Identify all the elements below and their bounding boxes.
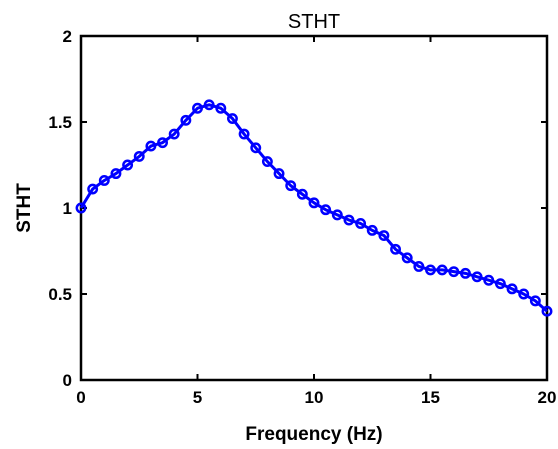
x-tick-label: 20 xyxy=(538,388,557,407)
y-tick-label: 1.5 xyxy=(48,113,72,132)
axes-ticks: 0 5 10 15 20 0 0.5 1 1.5 2 xyxy=(48,27,556,407)
data-point xyxy=(157,137,169,149)
data-point xyxy=(250,142,262,154)
x-axis-label: Frequency (Hz) xyxy=(245,424,382,445)
data-point xyxy=(110,168,122,180)
y-tick-label: 1 xyxy=(63,199,72,218)
data-point xyxy=(425,264,436,276)
x-tick-label: 10 xyxy=(305,388,324,407)
data-point xyxy=(378,230,390,241)
y-tick-label: 2 xyxy=(63,27,72,46)
data-point xyxy=(366,224,378,236)
data-point xyxy=(145,140,157,152)
data-point xyxy=(180,114,192,126)
data-point xyxy=(506,283,518,295)
data-point xyxy=(471,271,483,283)
data-point xyxy=(227,113,238,125)
data-point xyxy=(343,214,355,226)
data-point xyxy=(273,168,285,180)
data-point xyxy=(192,102,203,114)
data-point xyxy=(133,150,145,162)
data-point xyxy=(401,252,413,264)
data-point xyxy=(203,99,215,111)
data-point xyxy=(355,218,367,229)
x-tick-label: 15 xyxy=(421,388,440,407)
x-tick-label: 0 xyxy=(76,388,85,407)
data-point xyxy=(296,188,308,200)
data-point xyxy=(75,202,87,214)
data-point xyxy=(436,264,448,276)
data-point xyxy=(541,305,553,317)
data-series xyxy=(75,99,553,317)
data-point xyxy=(87,183,99,195)
data-point xyxy=(168,128,180,140)
data-point xyxy=(285,180,297,192)
data-point xyxy=(390,243,401,255)
data-point xyxy=(494,278,506,290)
data-point xyxy=(261,156,273,168)
data-point xyxy=(331,209,343,221)
data-point xyxy=(308,197,320,209)
chart-title: STHT xyxy=(288,11,340,33)
data-point xyxy=(98,175,110,186)
data-point xyxy=(518,288,530,300)
data-point xyxy=(448,266,460,278)
data-point xyxy=(413,261,425,272)
data-point xyxy=(320,204,332,216)
x-tick-label: 5 xyxy=(193,388,202,407)
data-point xyxy=(529,295,541,307)
data-point xyxy=(238,128,250,140)
y-tick-label: 0 xyxy=(63,371,72,390)
data-point xyxy=(122,159,134,171)
data-point xyxy=(483,274,495,286)
data-point xyxy=(460,267,471,279)
y-tick-label: 0.5 xyxy=(48,285,72,304)
y-axis-label: STHT xyxy=(14,183,35,233)
data-point xyxy=(215,102,227,114)
